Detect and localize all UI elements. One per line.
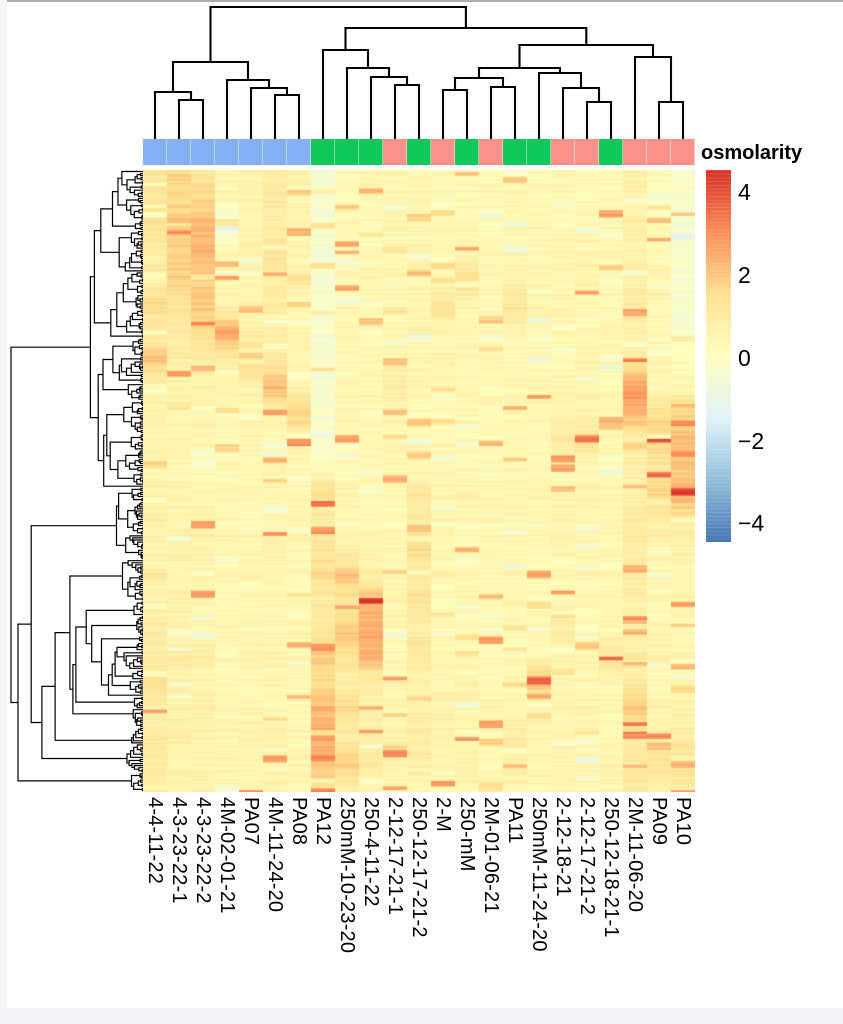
annotation-cell <box>263 139 287 165</box>
colorbar-bands <box>706 170 731 542</box>
column-label: 250mM-11-24-20 <box>528 797 550 952</box>
column-label: 250-12-18-21-1 <box>600 797 622 938</box>
annotation-cell <box>407 139 431 165</box>
annotation-cell <box>215 139 239 165</box>
column-label: 250-mM <box>456 797 478 872</box>
window-left-gutter <box>0 0 7 1010</box>
annotation-cell <box>191 139 215 165</box>
annotation-cell <box>527 139 551 165</box>
window-top-edge <box>7 0 843 2</box>
column-label: 2-12-17-21-1 <box>384 797 406 916</box>
column-label: 250-4-11-22 <box>360 797 382 907</box>
annotation-cell <box>599 139 623 165</box>
column-label: 2-M <box>432 797 454 833</box>
annotation-cell <box>623 139 647 165</box>
column-label: 2-12-18-21 <box>552 797 574 897</box>
colorbar-tick-label: −4 <box>738 510 765 537</box>
annotation-cell <box>575 139 599 165</box>
column-label: 250mM-10-23-20 <box>336 797 358 954</box>
annotation-cell <box>479 139 503 165</box>
column-label: 2M-11-06-20 <box>624 797 646 913</box>
column-label: PA08 <box>288 797 310 846</box>
colorbar-gradient <box>706 170 731 542</box>
heatmap-canvas <box>143 170 695 792</box>
annotation-cell <box>167 139 191 165</box>
column-label: PA10 <box>672 797 694 846</box>
colorbar-tick-label: 4 <box>738 178 751 205</box>
column-label: 250-12-17-21-2 <box>408 797 430 938</box>
column-label: PA12 <box>312 797 334 846</box>
annotation-cell <box>287 139 311 165</box>
annotation-cell <box>359 139 383 165</box>
colorbar-tick-label: 2 <box>738 261 751 288</box>
annotation-cell <box>311 139 335 165</box>
column-label: 2M-01-06-21 <box>480 797 502 914</box>
annotation-cell <box>143 139 167 165</box>
annotation-cell <box>431 139 455 165</box>
column-label: 4-3-23-22-1 <box>168 797 190 904</box>
window-bottom-gutter <box>0 1008 843 1024</box>
annotation-cell <box>647 139 671 165</box>
column-annotation-bar <box>143 139 695 165</box>
column-dendrogram <box>153 5 685 139</box>
annotation-cell <box>383 139 407 165</box>
colorbar-tick-label: 0 <box>738 344 751 371</box>
column-label: 4M-02-01-21 <box>216 797 238 914</box>
column-label: PA07 <box>240 797 262 846</box>
column-label: PA11 <box>504 797 526 844</box>
column-label: 2-12-17-21-2 <box>576 797 598 916</box>
column-label: 4M-11-24-20 <box>264 797 286 913</box>
annotation-cell <box>551 139 575 165</box>
annotation-title: osmolarity <box>701 142 803 164</box>
colorbar-tick-label: −2 <box>738 427 765 454</box>
column-label: 4-3-23-22-2 <box>192 797 214 904</box>
annotation-cell <box>503 139 527 165</box>
annotation-cell <box>455 139 479 165</box>
annotation-cell <box>671 139 695 165</box>
annotation-cell <box>335 139 359 165</box>
column-label: PA09 <box>648 797 670 846</box>
column-label: 4-4-11-22 <box>144 797 166 885</box>
annotation-cell <box>239 139 263 165</box>
row-dendrogram <box>10 170 144 792</box>
